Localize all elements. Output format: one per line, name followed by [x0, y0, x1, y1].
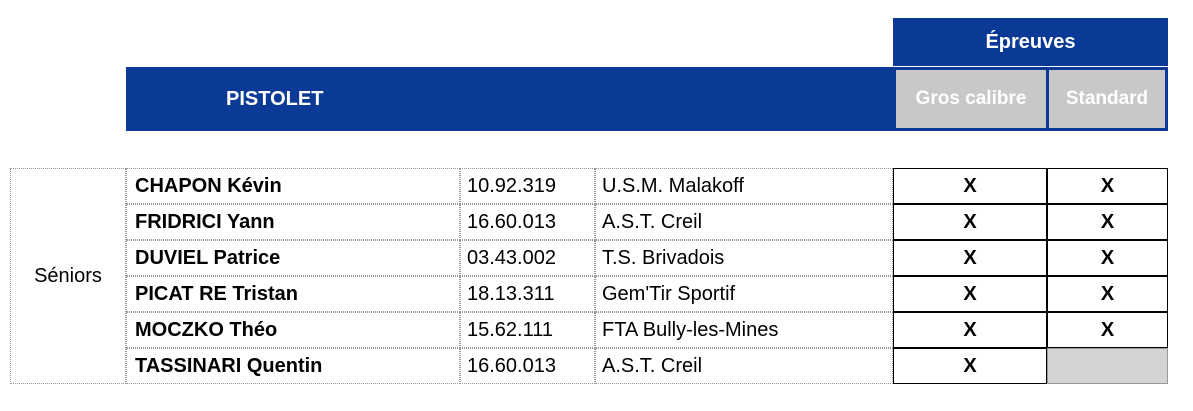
table-cell: PICAT RE Tristan — [126, 276, 460, 312]
table-cell: FRIDRICI Yann — [126, 204, 460, 240]
table-cell: Gem'Tir Sportif — [595, 276, 893, 312]
table-cell: T.S. Brivadois — [595, 240, 893, 276]
table-cell: 10.92.319 — [460, 168, 595, 204]
column-header: Standard — [1049, 70, 1165, 128]
table-cell: CHAPON Kévin — [126, 168, 460, 204]
table-cell: X — [893, 168, 1047, 204]
table-cell: X — [1047, 312, 1168, 348]
table-cell: X — [1047, 204, 1168, 240]
table-cell: 15.62.111 — [460, 312, 595, 348]
table-cell: 16.60.013 — [460, 348, 595, 384]
table-cell: A.S.T. Creil — [595, 348, 893, 384]
table-cell: X — [1047, 168, 1168, 204]
epreuves-header: Épreuves — [893, 18, 1168, 66]
section-title: PISTOLET — [226, 87, 324, 110]
table-cell: X — [893, 312, 1047, 348]
table-cell — [1047, 348, 1168, 384]
table-cell: X — [893, 276, 1047, 312]
table-cell: A.S.T. Creil — [595, 204, 893, 240]
table-cell: 18.13.311 — [460, 276, 595, 312]
category-cell: Séniors — [10, 168, 126, 384]
table-cell: 16.60.013 — [460, 204, 595, 240]
table-cell: FTA Bully-les-Mines — [595, 312, 893, 348]
table-cell: X — [1047, 276, 1168, 312]
table-cell: X — [1047, 240, 1168, 276]
table-cell: X — [893, 240, 1047, 276]
table-cell: 03.43.002 — [460, 240, 595, 276]
table-cell: TASSINARI Quentin — [126, 348, 460, 384]
table-cell: U.S.M. Malakoff — [595, 168, 893, 204]
table-cell: MOCZKO Théo — [126, 312, 460, 348]
table-cell: DUVIEL Patrice — [126, 240, 460, 276]
column-header: Gros calibre — [896, 70, 1046, 128]
table-cell: X — [893, 348, 1047, 384]
table-cell: X — [893, 204, 1047, 240]
